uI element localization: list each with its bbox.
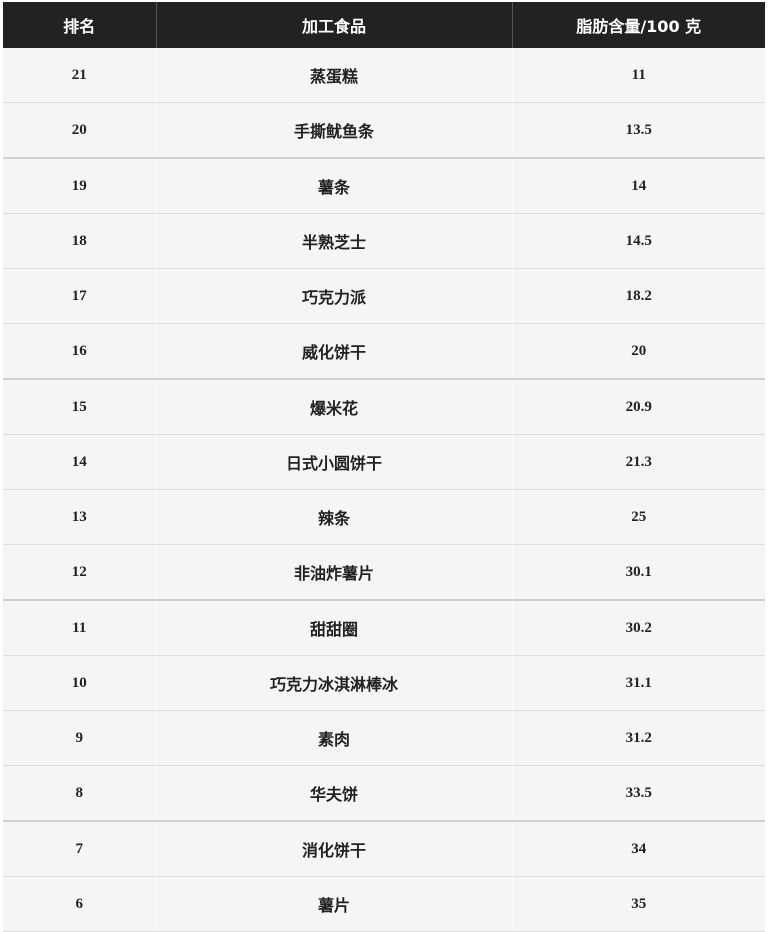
- fat-cell: 25: [511, 489, 765, 545]
- fat-cell: 20.9: [511, 379, 765, 435]
- food-cell: 辣条: [155, 489, 512, 545]
- table-row: 9 素肉 31.2: [3, 710, 765, 766]
- rank-cell: 11: [3, 600, 156, 656]
- fat-cell: 34: [511, 821, 765, 877]
- food-cell: 日式小圆饼干: [155, 434, 512, 490]
- fat-cell: 31.1: [511, 655, 765, 711]
- rank-cell: 18: [3, 213, 156, 269]
- fat-content-table: 排名 加工食品 脂肪含量/100 克 21 蒸蛋糕 11 20 手撕鱿鱼条 13.5 19 薯…: [3, 2, 765, 932]
- fat-cell: 31.2: [511, 710, 765, 766]
- fat-cell: 18.2: [511, 268, 765, 324]
- food-cell: 手撕鱿鱼条: [155, 102, 512, 159]
- food-cell: 甜甜圈: [155, 600, 512, 656]
- food-cell: 非油炸薯片: [155, 544, 512, 601]
- fat-cell: 14: [511, 158, 765, 214]
- fat-cell: 20: [511, 323, 765, 380]
- fat-cell: 21.3: [511, 434, 765, 490]
- rank-cell: 20: [3, 102, 156, 159]
- food-cell: 巧克力冰淇淋棒冰: [155, 655, 512, 711]
- food-cell: 巧克力派: [155, 268, 512, 324]
- fat-cell: 30.2: [511, 600, 765, 656]
- food-cell: 薯片: [155, 876, 512, 932]
- fat-cell: 30.1: [511, 544, 765, 601]
- table-row: 19 薯条 14: [3, 158, 765, 214]
- table-row: 13 辣条 25: [3, 489, 765, 545]
- table-row: 18 半熟芝士 14.5: [3, 213, 765, 269]
- table-row: 7 消化饼干 34: [3, 821, 765, 877]
- table-row: 6 薯片 35: [3, 876, 765, 932]
- rank-cell: 21: [3, 48, 156, 103]
- rank-cell: 14: [3, 434, 156, 490]
- food-cell: 爆米花: [155, 379, 512, 435]
- rank-cell: 10: [3, 655, 156, 711]
- rank-cell: 7: [3, 821, 156, 877]
- table-row: 20 手撕鱿鱼条 13.5: [3, 102, 765, 159]
- fat-cell: 35: [511, 876, 765, 932]
- fat-cell: 13.5: [511, 102, 765, 159]
- rank-cell: 12: [3, 544, 156, 601]
- table-row: 17 巧克力派 18.2: [3, 268, 765, 324]
- food-cell: 华夫饼: [155, 765, 512, 822]
- header-row: 排名 加工食品 脂肪含量/100 克: [3, 2, 765, 48]
- rank-cell: 17: [3, 268, 156, 324]
- table-row: 21 蒸蛋糕 11: [3, 48, 765, 103]
- rank-cell: 13: [3, 489, 156, 545]
- header-rank: 排名: [3, 2, 156, 48]
- rank-cell: 15: [3, 379, 156, 435]
- fat-cell: 33.5: [511, 765, 765, 822]
- food-cell: 蒸蛋糕: [155, 48, 512, 103]
- table-row: 8 华夫饼 33.5: [3, 765, 765, 822]
- rank-cell: 8: [3, 765, 156, 822]
- food-cell: 半熟芝士: [155, 213, 512, 269]
- rank-cell: 19: [3, 158, 156, 214]
- table-row: 10 巧克力冰淇淋棒冰 31.1: [3, 655, 765, 711]
- table-row: 11 甜甜圈 30.2: [3, 600, 765, 656]
- rank-cell: 9: [3, 710, 156, 766]
- food-cell: 消化饼干: [155, 821, 512, 877]
- table-row: 16 威化饼干 20: [3, 323, 765, 380]
- rank-cell: 6: [3, 876, 156, 932]
- food-cell: 威化饼干: [155, 323, 512, 380]
- header-food: 加工食品: [155, 2, 512, 48]
- fat-cell: 11: [511, 48, 765, 103]
- header-fat: 脂肪含量/100 克: [511, 2, 765, 48]
- food-cell: 素肉: [155, 710, 512, 766]
- table-row: 15 爆米花 20.9: [3, 379, 765, 435]
- rank-cell: 16: [3, 323, 156, 380]
- table-row: 12 非油炸薯片 30.1: [3, 544, 765, 601]
- table-row: 14 日式小圆饼干 21.3: [3, 434, 765, 490]
- fat-cell: 14.5: [511, 213, 765, 269]
- food-cell: 薯条: [155, 158, 512, 214]
